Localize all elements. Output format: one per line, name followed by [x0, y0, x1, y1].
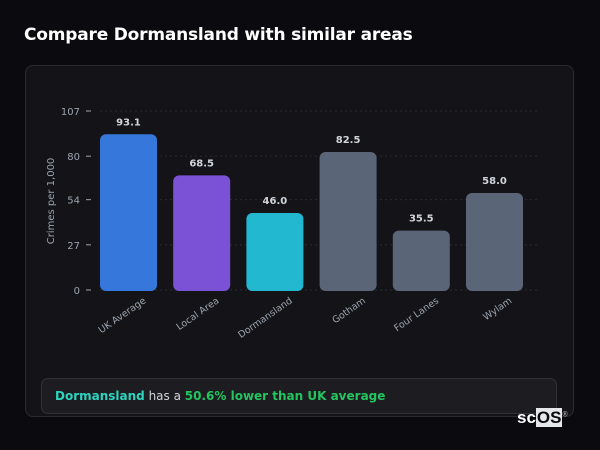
page-title: Compare Dormansland with similar areas — [24, 25, 413, 45]
x-tick-label: Dormansland — [236, 295, 294, 340]
bar — [246, 213, 304, 291]
bar — [319, 151, 377, 291]
y-tick-label: 107 — [61, 107, 80, 118]
y-tick-label: 54 — [67, 196, 80, 207]
comparison-value: 50.6% lower than UK average — [184, 389, 386, 403]
x-tick-label: Four Lanes — [392, 295, 441, 334]
x-tick-label: UK Average — [97, 295, 149, 336]
summary-text: has a — [144, 389, 185, 403]
y-tick-label: 0 — [74, 286, 80, 297]
data-label: 82.5 — [336, 135, 361, 146]
x-tick-label: Local Area — [175, 295, 222, 332]
bar — [173, 175, 231, 291]
area-name: Dormansland — [55, 389, 145, 403]
comparison-summary: Dormansland has a 50.6% lower than UK av… — [41, 378, 557, 414]
bar — [100, 134, 157, 291]
y-tick-label: 80 — [67, 152, 80, 163]
data-label: 35.5 — [409, 214, 434, 225]
bar — [392, 230, 450, 291]
y-tick-label: 27 — [67, 241, 80, 252]
data-label: 58.0 — [482, 176, 507, 187]
data-label: 93.1 — [116, 117, 141, 128]
data-label: 46.0 — [263, 196, 288, 207]
x-tick-label: Wylam — [481, 295, 514, 323]
scos-logo: scOS® — [517, 408, 568, 427]
x-tick-label: Gotham — [330, 295, 367, 326]
bar — [466, 192, 523, 291]
y-axis-label: Crimes per 1,000 — [46, 158, 57, 245]
data-label: 68.5 — [189, 158, 214, 169]
